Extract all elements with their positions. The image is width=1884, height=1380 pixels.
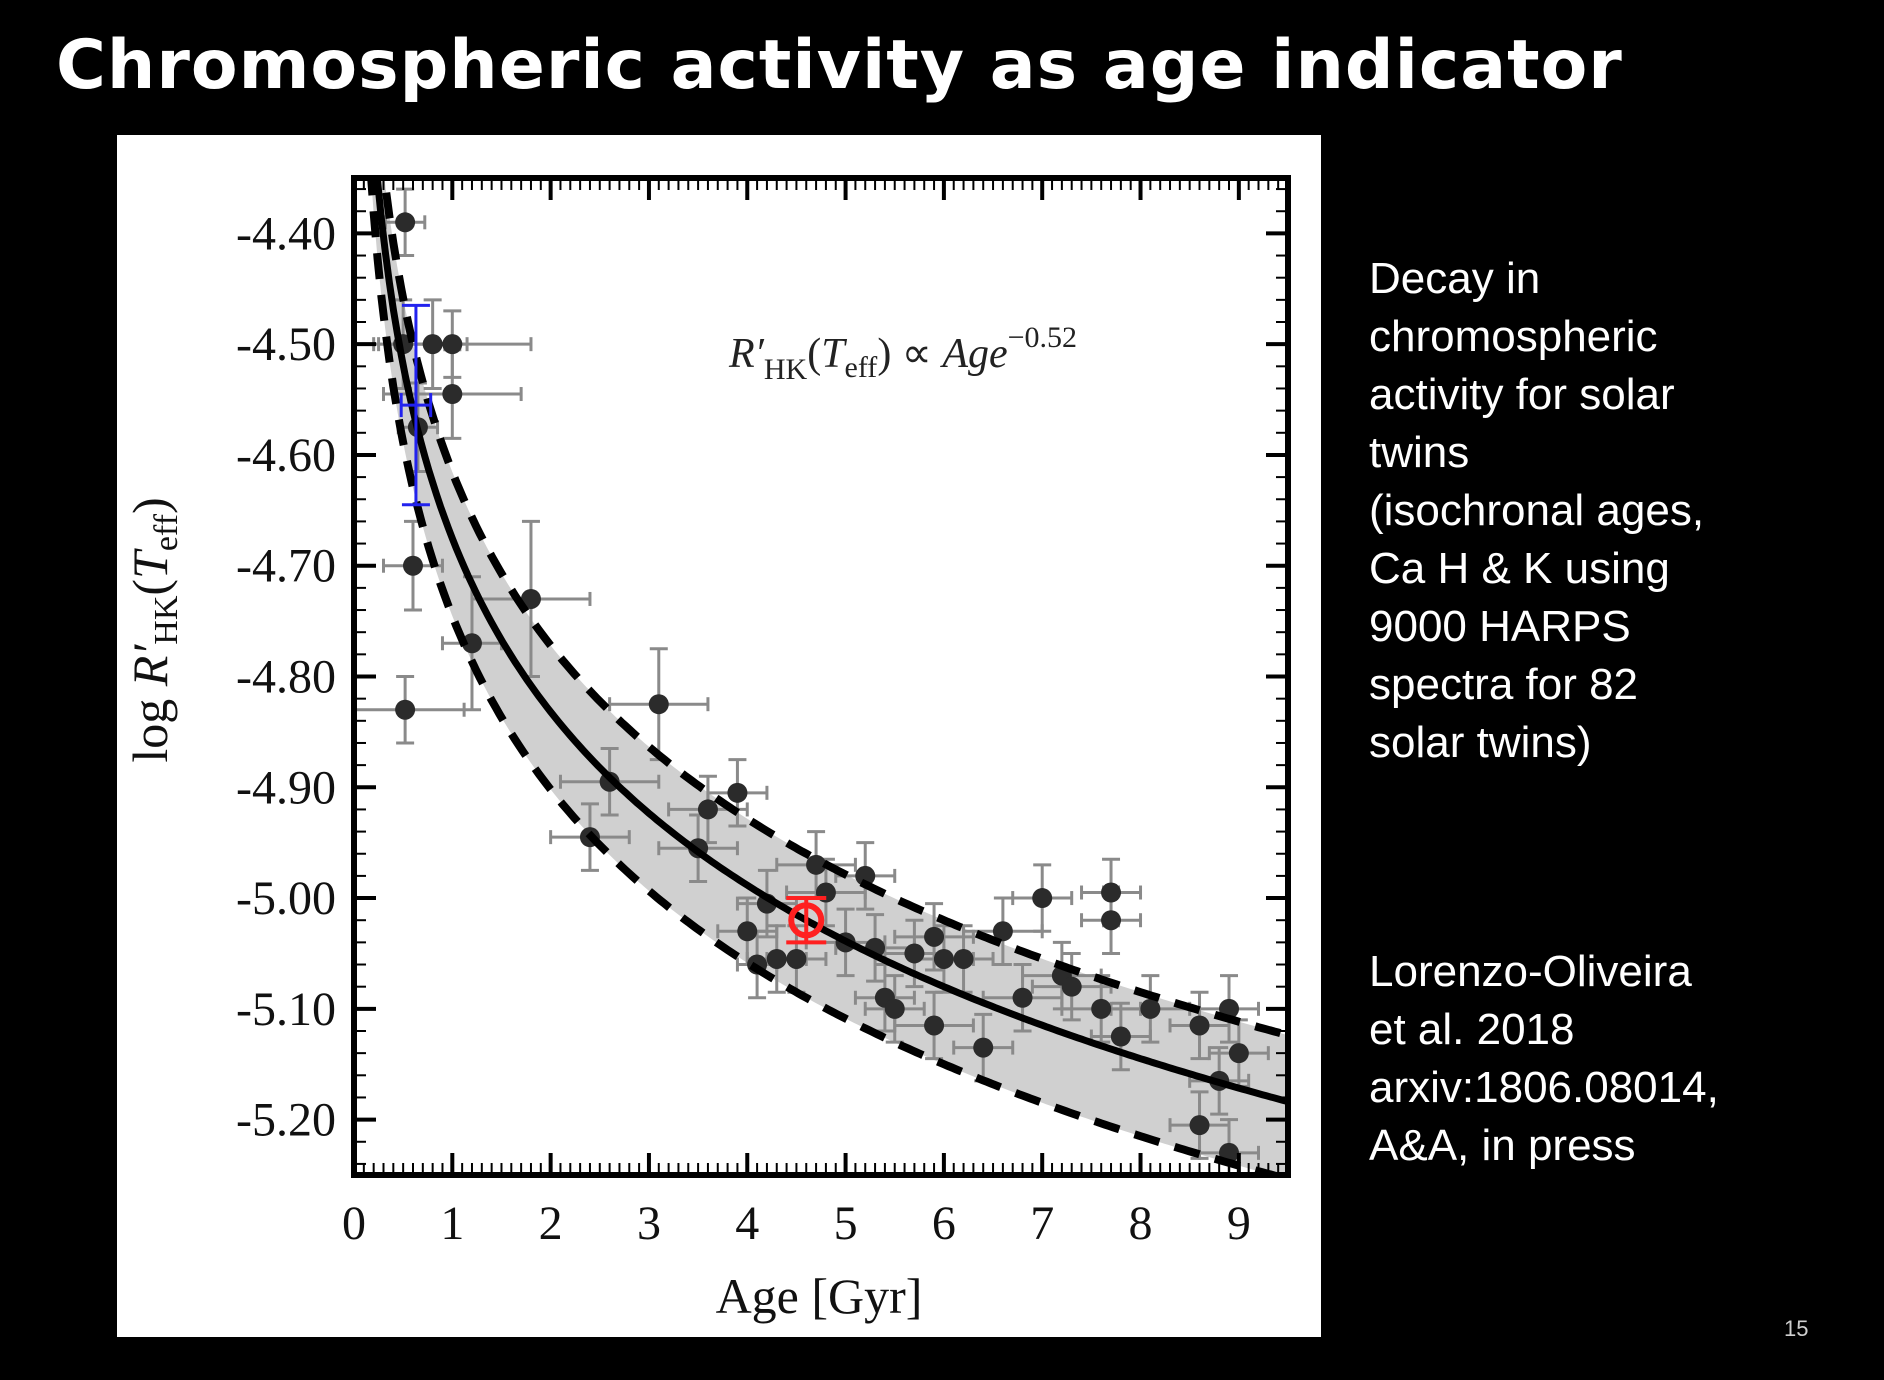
plot-axes: 0 1 2 3 4 5 6 7 8 9 -4.40 -4.50 -4.60 -4.70 -4.80 -4.90… (236, 175, 1291, 1250)
data-point (1091, 998, 1112, 1019)
slide-number: 15 (1784, 1316, 1809, 1341)
data-point (933, 948, 954, 969)
y-tick-label: -4.40 (236, 207, 336, 260)
confidence-band (371, 178, 1287, 1175)
data-point (422, 334, 443, 355)
x-tick-label: 8 (1129, 1197, 1153, 1250)
data-point (973, 1037, 994, 1058)
x-tick-label: 1 (440, 1197, 464, 1250)
data-point (904, 943, 925, 964)
description-text: Decay in chromospheric activity for sola… (1369, 254, 1705, 767)
data-point (1228, 1043, 1249, 1064)
data-point (806, 854, 827, 875)
x-tick-label: 0 (342, 1197, 366, 1250)
y-tick-label: -4.50 (236, 318, 336, 371)
y-axis-label: log R′HK(Teff) (122, 497, 185, 762)
y-tick-label: -4.60 (236, 429, 336, 482)
power-law-annotation: R′HK(Teff) ∝ Age−0.52 (728, 321, 1077, 386)
data-point (395, 212, 416, 233)
data-point (924, 926, 945, 947)
x-tick-label: 6 (932, 1197, 956, 1250)
age-activity-chart: 0 1 2 3 4 5 6 7 8 9 -4.40 -4.50 -4.60 -4.70 -4.80 -4.90… (122, 175, 1291, 1324)
data-point (727, 782, 748, 803)
x-tick-label: 7 (1030, 1197, 1054, 1250)
data-point (1012, 987, 1033, 1008)
y-tick-label: -4.70 (236, 540, 336, 593)
x-tick-label: 4 (735, 1197, 759, 1250)
y-tick-label: -5.20 (236, 1094, 336, 1147)
data-point (1189, 1015, 1210, 1036)
slide-title: Chromospheric activity as age indicator (56, 26, 1623, 105)
data-point (461, 633, 482, 654)
shaded-band (371, 178, 1287, 1175)
data-point (766, 948, 787, 969)
data-point (1140, 998, 1161, 1019)
highlighted-markers (399, 303, 827, 945)
fit-curve (373, 178, 1287, 1105)
data-point (1189, 1115, 1210, 1136)
x-tick-label: 9 (1227, 1197, 1251, 1250)
data-point (395, 699, 416, 720)
data-point (520, 588, 541, 609)
x-tick-label: 5 (834, 1197, 858, 1250)
x-axis-label: Age [Gyr] (716, 1268, 923, 1324)
lower-dashed-curve (367, 178, 1288, 1175)
x-tick-label: 2 (539, 1197, 563, 1250)
upper-dashed-curve (380, 178, 1288, 1039)
data-point (1101, 882, 1122, 903)
y-tick-label: -4.80 (236, 651, 336, 704)
data-points (393, 212, 1249, 1163)
data-point (648, 694, 669, 715)
data-point (1101, 910, 1122, 931)
y-tick-label: -4.90 (236, 761, 336, 814)
y-tick-label: -5.10 (236, 983, 336, 1036)
reference-text: Lorenzo-Oliveira et al. 2018 arxiv:1806.… (1369, 947, 1719, 1170)
data-point (992, 921, 1013, 942)
data-point (786, 948, 807, 969)
data-point (697, 799, 718, 820)
highlight-errorbar (399, 303, 433, 507)
data-point (1032, 888, 1053, 909)
figure-panel: 0 1 2 3 4 5 6 7 8 9 -4.40 -4.50 -4.60 -4.70 -4.80 -4.90… (117, 135, 1321, 1337)
data-point (924, 1015, 945, 1036)
x-tick-label: 3 (637, 1197, 661, 1250)
data-point (737, 921, 758, 942)
fit-curves (367, 178, 1288, 1175)
data-point (953, 948, 974, 969)
data-point (1061, 976, 1082, 997)
data-point (402, 555, 423, 576)
data-point (442, 334, 463, 355)
sun-marker (786, 896, 827, 945)
data-point (442, 384, 463, 405)
data-point (855, 865, 876, 886)
y-tick-label: -5.00 (236, 872, 336, 925)
data-point (1110, 1026, 1131, 1047)
data-point (884, 998, 905, 1019)
